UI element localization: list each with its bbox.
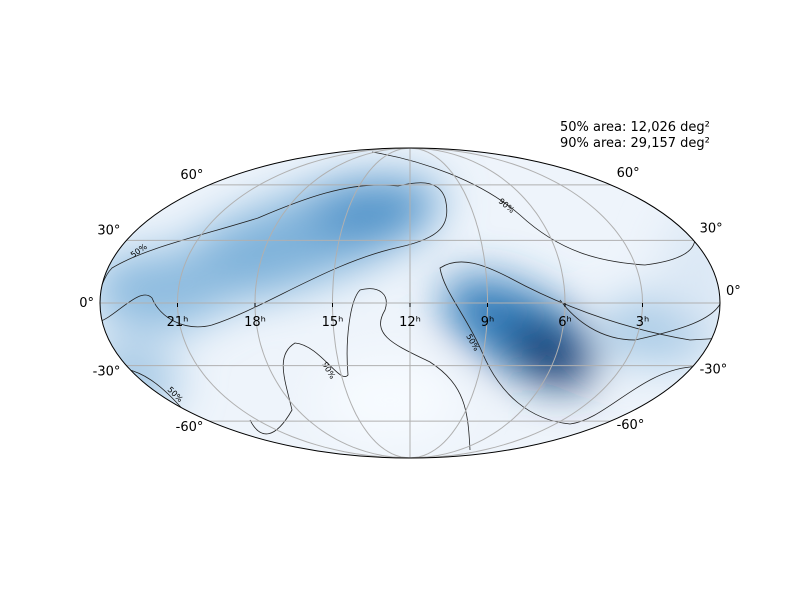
dec-label: 0°: [79, 296, 94, 311]
ra-label: 18ʰ: [244, 315, 266, 330]
map-border: [99, 147, 721, 459]
contour-50: [439, 261, 720, 425]
dec-label: 60°: [180, 168, 203, 183]
ra-label: 21ʰ: [167, 315, 189, 330]
dec-label: 60°: [617, 166, 640, 181]
dec-label: -60°: [176, 420, 204, 435]
contour-90: [249, 288, 471, 451]
annotation: 90% area: 29,157 deg²: [560, 136, 710, 151]
ra-label: 12ʰ: [399, 315, 421, 330]
dec-label: -30°: [700, 363, 728, 378]
ra-label: 15ʰ: [322, 315, 344, 330]
ra-label: 3ʰ: [636, 315, 650, 330]
ra-label: 6ʰ: [558, 315, 572, 330]
dec-label: 0°: [726, 284, 741, 299]
annotation: 50% area: 12,026 deg²: [560, 120, 710, 135]
dec-label: 30°: [700, 221, 723, 236]
ra-label: 9ʰ: [481, 315, 495, 330]
dec-label: -30°: [93, 365, 121, 380]
dec-label: -60°: [617, 418, 645, 433]
graticule: 21ʰ 18ʰ 15ʰ 12ʰ 9ʰ 6ʰ 3ʰ 60° 60° 30° 30° 0° 0° -30° -3…: [79, 147, 741, 459]
contour-50: [100, 182, 448, 328]
dec-label: 30°: [97, 223, 120, 238]
